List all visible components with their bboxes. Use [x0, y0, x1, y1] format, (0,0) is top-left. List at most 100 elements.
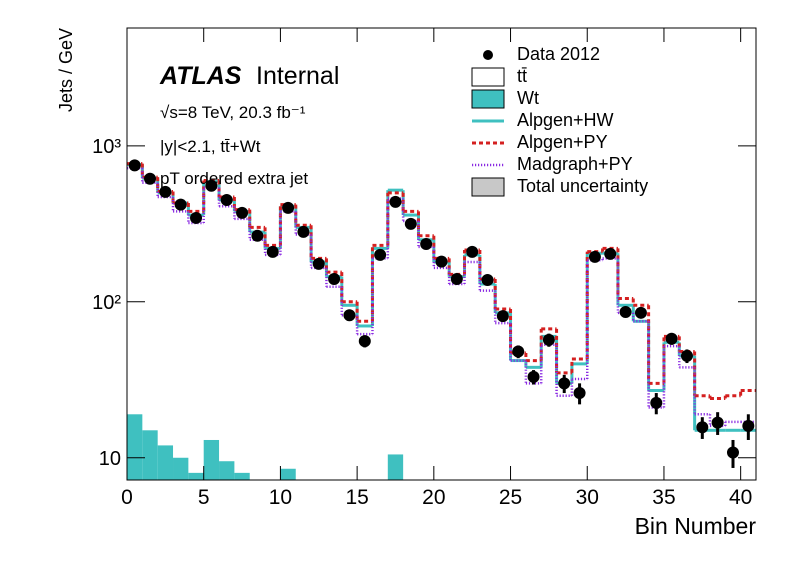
energy-label: √s=8 TeV, 20.3 fb⁻¹: [160, 103, 306, 122]
stack-bar: [433, 262, 450, 480]
stack-bar: [127, 164, 143, 415]
data-point: [450, 273, 463, 286]
stack-bar: [464, 254, 480, 480]
stack-bar: [403, 215, 419, 480]
y-tick-label: 10: [99, 448, 121, 470]
stack-bar: [525, 367, 542, 480]
stack-bar: [372, 248, 388, 480]
data-point: [144, 172, 157, 185]
stack-bar: [510, 360, 526, 480]
selection-label: |y|<2.1, tt̄+Wt: [160, 137, 261, 156]
data-point: [558, 377, 571, 390]
stack-bar: [127, 414, 143, 480]
data-point: [159, 185, 172, 198]
stack-bar: [203, 181, 220, 440]
stack-bar: [387, 190, 404, 455]
data-point: [680, 349, 693, 362]
data-point: [297, 225, 310, 238]
legend-swatch: [471, 177, 505, 197]
variable-label: pT ordered extra jet: [160, 169, 308, 188]
stack-bar: [418, 239, 434, 480]
stack-bar: [249, 232, 266, 480]
data-point: [604, 247, 617, 260]
data-point: [496, 310, 509, 323]
data-point: [512, 345, 525, 358]
y-tick-label: 10²: [92, 292, 121, 314]
data-point: [711, 416, 724, 429]
data-point: [527, 370, 540, 383]
data-point: [266, 245, 279, 258]
data-point: [389, 195, 402, 208]
stack-bar: [219, 199, 235, 462]
stack-bar: [188, 472, 204, 480]
y-axis-title: Jets / GeV: [56, 28, 76, 112]
legend-label: tt̄: [517, 66, 527, 86]
data-point: [343, 309, 356, 322]
stack-bar: [648, 390, 664, 480]
stack-bar: [280, 206, 296, 469]
legend-label: Alpgen+PY: [517, 132, 608, 152]
data-point: [466, 245, 479, 258]
data-point: [190, 211, 203, 224]
x-tick-label: 0: [121, 486, 133, 509]
stack-bar: [679, 355, 695, 480]
data-point: [328, 273, 341, 286]
stack-bar: [203, 439, 220, 480]
data-point: [665, 332, 678, 345]
stack-bar: [617, 305, 634, 480]
stack-bar: [157, 445, 174, 480]
stack-bar: [709, 430, 726, 480]
x-tick-label: 35: [652, 486, 675, 509]
data-point: [174, 198, 187, 211]
data-point: [358, 335, 371, 348]
stack-bar: [602, 253, 618, 480]
plot-area: [127, 159, 756, 480]
stack-bar: [280, 468, 296, 480]
stack-bar: [663, 342, 680, 480]
x-tick-label: 30: [576, 486, 599, 509]
stack-bar: [587, 253, 603, 480]
stack-bar: [173, 457, 189, 480]
stack-bar: [234, 211, 250, 473]
x-tick-label: 25: [499, 486, 522, 509]
status-label: Internal: [256, 62, 339, 90]
legend-swatch: [471, 67, 505, 87]
stack-bar: [357, 325, 373, 480]
frame: [126, 27, 757, 481]
stack-bar: [341, 305, 358, 480]
data-point: [282, 201, 295, 214]
data-point: [205, 179, 218, 192]
stack-bar: [556, 383, 572, 480]
x-tick-label: 20: [422, 486, 445, 509]
data-point: [404, 217, 417, 230]
legend-label: Data 2012: [517, 44, 600, 64]
legend-label: Total uncertainty: [517, 176, 648, 196]
atlas-label: ATLAS: [159, 62, 242, 90]
stack-bar: [295, 227, 312, 480]
stack-bar: [142, 178, 158, 431]
stack-bar: [387, 454, 404, 480]
data-point: [542, 333, 555, 346]
stack-bar: [219, 461, 235, 480]
data-point: [420, 237, 433, 250]
stack-bar: [234, 472, 250, 480]
x-tick-label: 10: [269, 486, 292, 509]
data-point: [634, 306, 647, 319]
data-point: [312, 257, 325, 270]
x-tick-label: 40: [729, 486, 752, 509]
legend-label: Madgraph+PY: [517, 154, 633, 174]
x-tick-label: 15: [345, 486, 368, 509]
legend-label: Alpgen+HW: [517, 110, 614, 130]
legend-label: Wt: [517, 88, 539, 108]
stack-bar: [541, 336, 557, 480]
stack-bar: [326, 276, 342, 480]
stack-bar: [449, 276, 465, 480]
stack-bar: [173, 203, 189, 458]
stack-bar: [265, 248, 281, 480]
data-point: [726, 446, 739, 459]
data-point: [650, 396, 663, 409]
data-point: [481, 273, 494, 286]
stack-bar: [740, 430, 756, 480]
data-point: [220, 193, 233, 206]
